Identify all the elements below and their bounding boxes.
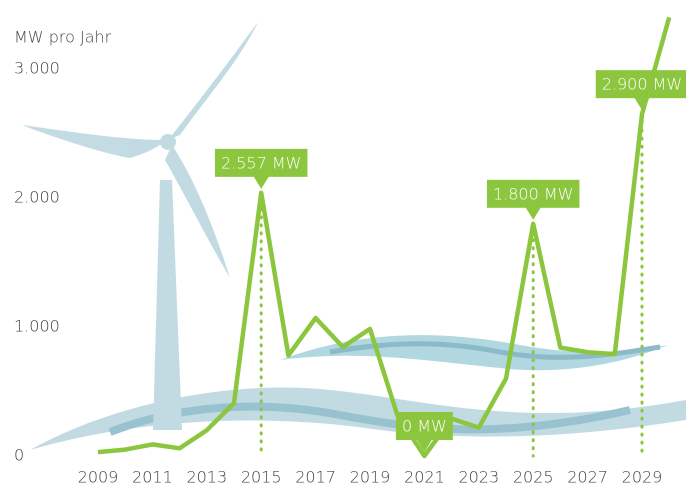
annotation-box [395,412,453,440]
line [97,16,672,459]
x-tick-label: 2013 [186,468,227,487]
y-tick-label: 2.000 [14,188,60,207]
y-axis-label: MW pro Jahr [14,28,112,47]
x-tick-label: 2023 [458,468,499,487]
annotation: 2.557 MW [214,148,308,189]
y-tick-label: 0 [14,446,24,465]
annotation-pointer [416,439,433,452]
annotation-label: 2.900 MW [602,75,683,94]
x-tick-label: 2017 [295,468,336,487]
annotation-box [214,148,308,177]
x-tick-label: 2011 [132,468,173,487]
y-tick-label: 3.000 [14,59,60,78]
x-tick-label: 2015 [241,468,282,487]
x-tick-label: 2027 [567,468,608,487]
y-tick-label: 1.000 [14,317,60,336]
x-tick-label: 2019 [350,468,391,487]
annotation-pointer [253,175,270,189]
background-decoration [22,22,686,450]
annotation: 1.800 MW [486,179,580,220]
annotation: 2.900 MW [595,70,686,111]
annotation-pointer [525,206,542,220]
x-tick-label: 2021 [404,468,445,487]
annotation-box [595,70,686,99]
annotation-label: 1.800 MW [493,184,574,203]
annotation-label: 0 MW [402,417,447,436]
annotation-box [486,179,580,208]
annotation-pointer [634,97,650,111]
annotation-label: 2.557 MW [221,153,302,172]
annotation: 0 MW [395,412,453,452]
x-tick-label: 2025 [513,468,554,487]
x-tick-label: 2009 [78,468,119,487]
x-tick-label: 2029 [622,468,663,487]
